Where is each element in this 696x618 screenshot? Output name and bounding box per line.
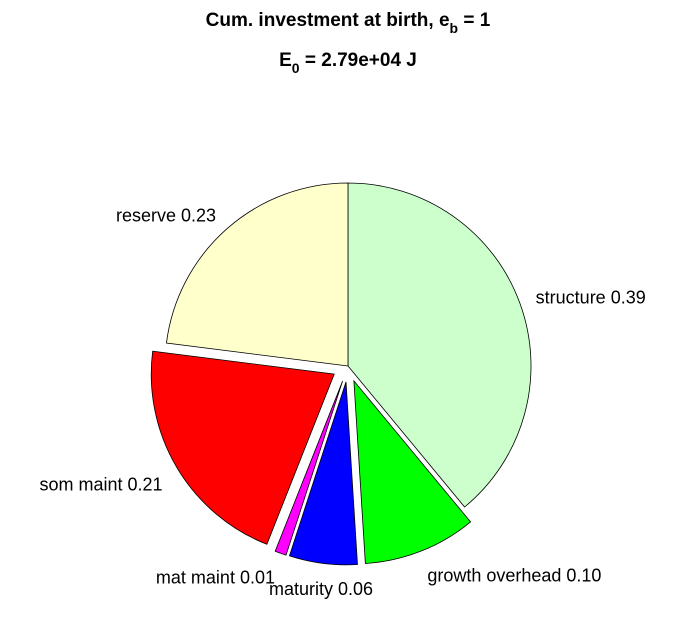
slice-category: reserve <box>116 205 176 225</box>
subtitle-sub: 0 <box>292 60 300 76</box>
subtitle-part: E <box>279 50 292 71</box>
pie-slice <box>274 380 343 556</box>
pie-slice <box>165 182 349 367</box>
pie-slice <box>288 381 358 566</box>
chart-subtitle: E0 = 2.79e+04 J <box>279 50 417 76</box>
slice-label: structure 0.39 <box>536 287 646 307</box>
slice-label: som maint 0.21 <box>39 474 162 494</box>
slice-category: growth overhead <box>427 565 561 585</box>
slice-category: som maint <box>39 474 122 494</box>
pie-slice <box>150 350 335 545</box>
slice-category: mat maint <box>156 567 235 587</box>
title-part: = 1 <box>458 10 491 31</box>
pie-slice <box>347 182 532 508</box>
slice-value: 0.06 <box>338 579 373 599</box>
slice-value: 0.10 <box>566 565 601 585</box>
pie-slice <box>353 379 472 564</box>
slice-label: mat maint 0.01 <box>156 567 275 587</box>
slice-category: structure <box>536 287 606 307</box>
slice-label: reserve 0.23 <box>116 205 216 225</box>
slice-label: growth overhead 0.10 <box>427 565 601 585</box>
title-sub: b <box>450 20 459 36</box>
slice-value: 0.39 <box>611 287 646 307</box>
slice-category: maturity <box>269 579 333 599</box>
subtitle-part: = 2.79e+04 J <box>300 50 417 71</box>
title-part: Cum. investment at birth, e <box>206 10 450 31</box>
chart-title: Cum. investment at birth, eb = 1 <box>206 10 491 36</box>
slice-value: 0.01 <box>240 567 275 587</box>
slice-value: 0.23 <box>181 205 216 225</box>
slice-value: 0.21 <box>127 474 162 494</box>
slice-label: maturity 0.06 <box>269 579 373 599</box>
